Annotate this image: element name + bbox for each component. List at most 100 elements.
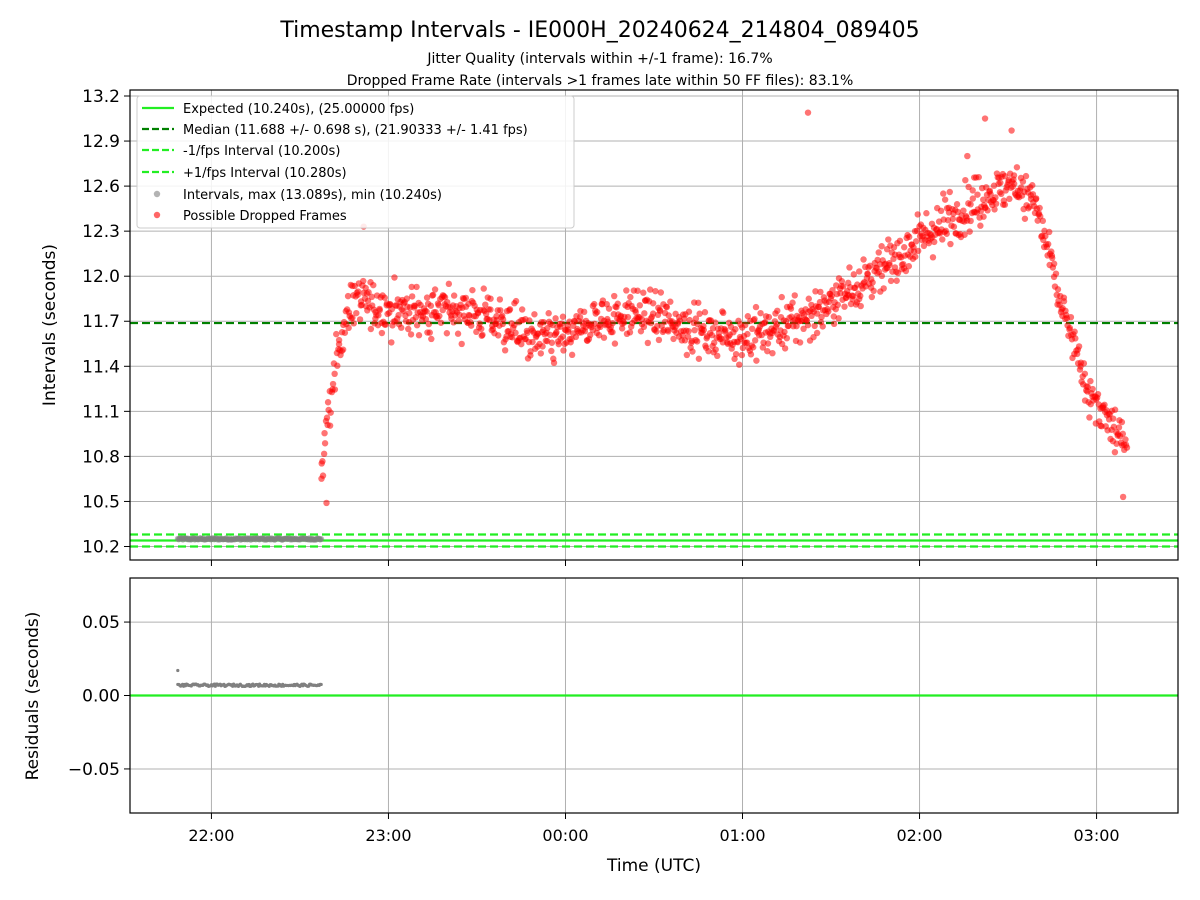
dropped-frame-point — [929, 254, 937, 261]
dropped-frame-point — [624, 313, 632, 321]
intervals-y-tick-label: 10.2 — [82, 537, 120, 557]
dropped-frame-point — [319, 458, 326, 465]
dropped-frame-point — [751, 337, 759, 344]
dropped-frame-point — [1039, 217, 1047, 225]
dropped-frame-point — [427, 302, 435, 309]
dropped-frame-point — [344, 292, 352, 300]
dropped-frame-point — [559, 333, 566, 340]
dropped-frame-point — [950, 223, 958, 230]
dropped-frame-point — [422, 315, 430, 323]
dropped-frame-point — [552, 315, 559, 322]
dropped-frame-point — [967, 201, 974, 208]
dropped-frame-point — [967, 217, 974, 225]
dropped-frame-point — [611, 340, 619, 347]
intervals-y-tick-label: 12.9 — [82, 132, 120, 152]
dropped-frame-point — [866, 262, 874, 270]
dropped-frame-point — [987, 191, 994, 198]
dropped-frame-point — [593, 308, 601, 316]
dropped-frame-point — [720, 309, 727, 317]
dropped-frame-point — [558, 320, 566, 327]
dropped-frame-point — [509, 334, 516, 341]
dropped-frame-point — [923, 210, 930, 217]
intervals-y-tick-label: 12.3 — [82, 222, 120, 242]
dropped-frame-point — [652, 287, 659, 295]
dropped-frame-point — [565, 326, 572, 333]
dropped-frame-point — [850, 271, 858, 278]
dropped-frame-outlier — [323, 499, 330, 507]
dropped-frame-point — [349, 314, 356, 321]
dropped-frame-point — [436, 312, 443, 320]
dropped-frame-point — [618, 325, 626, 332]
dropped-frame-point — [537, 350, 545, 357]
dropped-frame-point — [668, 318, 676, 325]
dropped-frame-point — [649, 300, 657, 307]
dropped-frame-point — [841, 303, 848, 310]
dropped-frame-point — [739, 344, 747, 352]
dropped-frame-point — [370, 281, 377, 289]
dropped-frame-point — [900, 244, 908, 251]
dropped-frame-point — [646, 286, 654, 293]
legend-plus-fps-label: +1/fps Interval (10.280s) — [183, 166, 347, 181]
dropped-frame-point — [947, 240, 954, 248]
dropped-frame-point — [878, 243, 885, 250]
dropped-frame-point — [1118, 418, 1126, 426]
dropped-frame-point — [765, 313, 773, 321]
dropped-frame-point — [605, 305, 613, 312]
dropped-frame-point — [1036, 204, 1043, 212]
dropped-frame-point — [1001, 201, 1009, 208]
dropped-frame-point — [991, 206, 998, 213]
dropped-frame-point — [701, 309, 709, 316]
dropped-frame-point — [693, 338, 701, 345]
dropped-frame-point — [1049, 254, 1056, 262]
dropped-frame-point — [969, 187, 976, 194]
dropped-frame-point — [695, 355, 703, 362]
dropped-frame-point — [360, 277, 367, 285]
dropped-frame-outlier — [804, 109, 812, 116]
dropped-frame-point — [429, 291, 437, 299]
dropped-frame-point — [940, 190, 947, 197]
dropped-frame-point — [1110, 415, 1117, 422]
dropped-frame-point — [368, 293, 376, 301]
dropped-frame-point — [905, 233, 913, 241]
dropped-frame-point — [501, 347, 509, 354]
dropped-frame-point — [529, 338, 536, 346]
residuals-y-ticks: 0.05 0.00 −0.05 — [68, 613, 130, 780]
dropped-frame-point — [997, 179, 1004, 186]
dropped-frame-point — [736, 361, 743, 368]
dropped-frame-point — [912, 238, 920, 245]
residuals-y-axis-label: Residuals (seconds) — [23, 612, 43, 781]
dropped-frame-point — [880, 285, 887, 292]
dropped-frame-point — [518, 306, 526, 313]
dropped-frame-point — [600, 334, 608, 341]
dropped-frame-point — [813, 329, 821, 337]
dropped-frame-point — [1067, 313, 1075, 321]
intervals-y-tick-label: 10.5 — [82, 492, 120, 512]
dropped-frame-point — [376, 307, 383, 314]
dropped-frame-point — [469, 286, 476, 294]
dropped-frame-point — [1110, 423, 1118, 430]
dropped-frame-point — [1046, 228, 1053, 236]
dropped-frame-point — [869, 279, 876, 286]
dropped-frame-point — [405, 325, 412, 333]
dropped-frame-point — [885, 236, 892, 243]
dropped-frame-point — [783, 334, 791, 342]
dropped-frame-point — [834, 301, 841, 309]
dropped-frame-point — [1084, 383, 1091, 391]
dropped-frame-point — [684, 333, 692, 340]
dropped-frame-outlier — [1119, 493, 1127, 501]
dropped-frame-point — [326, 422, 334, 429]
dropped-frame-point — [415, 332, 423, 339]
dropped-frame-point — [805, 295, 812, 302]
dropped-frame-point — [334, 362, 341, 369]
legend-minus-fps-label: -1/fps Interval (10.200s) — [183, 144, 340, 159]
dropped-frame-point — [1081, 370, 1089, 377]
dropped-frame-point — [1021, 215, 1029, 222]
dropped-frame-point — [455, 317, 462, 324]
dropped-frame-point — [769, 349, 776, 357]
dropped-frame-point — [747, 351, 755, 358]
dropped-frame-point — [580, 308, 588, 316]
dropped-frame-point — [403, 295, 411, 302]
residuals-points — [176, 668, 323, 688]
dropped-frame-point — [331, 386, 339, 393]
dropped-frame-point — [495, 332, 502, 339]
